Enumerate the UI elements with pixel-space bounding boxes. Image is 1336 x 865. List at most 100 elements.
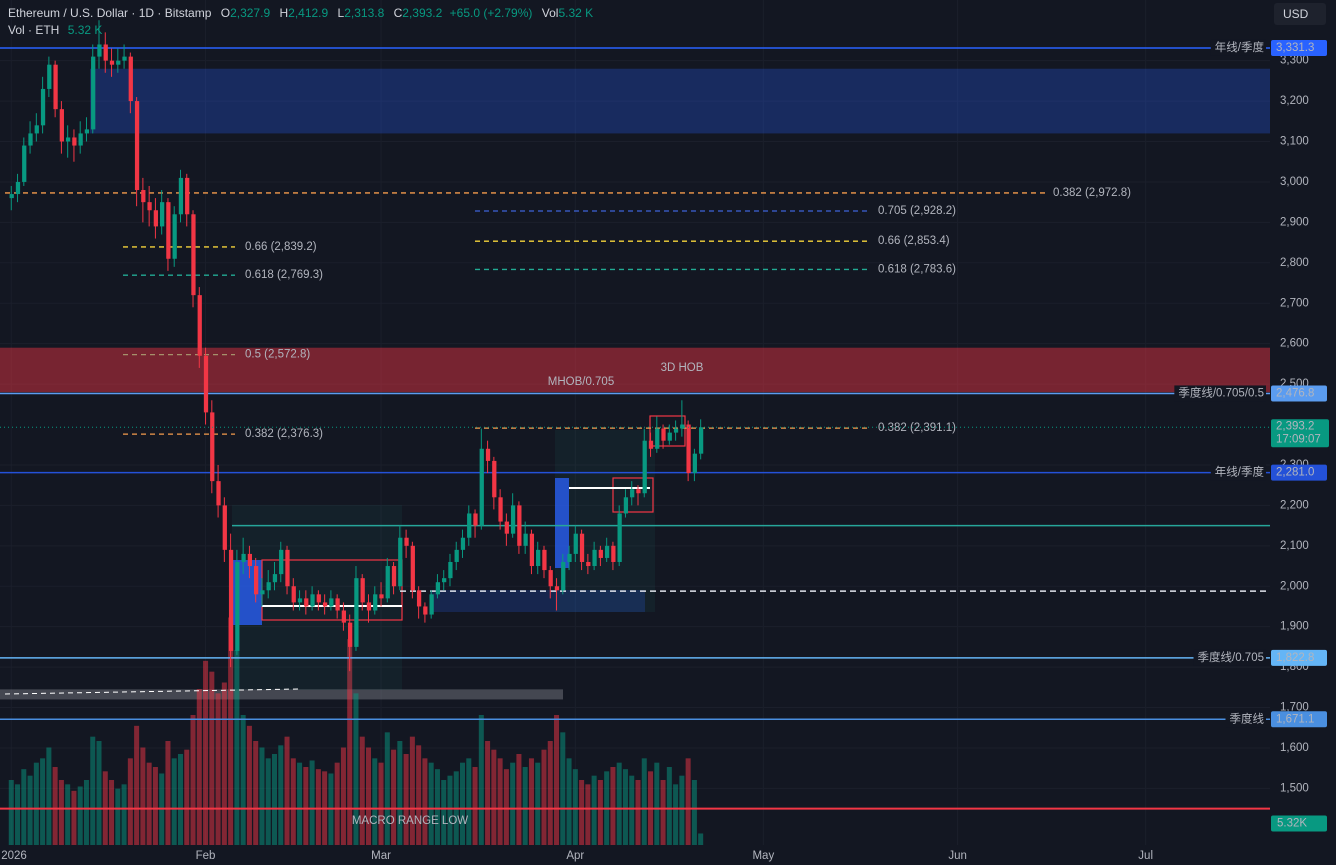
candle-body bbox=[642, 440, 647, 494]
candle-body bbox=[373, 594, 378, 611]
candle-body bbox=[567, 553, 572, 562]
volume-bar bbox=[641, 758, 647, 845]
candle-body bbox=[191, 214, 196, 296]
volume-bar bbox=[460, 762, 466, 845]
level-note-bg bbox=[1225, 711, 1266, 728]
candle-body bbox=[28, 133, 33, 146]
range-box bbox=[612, 477, 654, 513]
candle-body bbox=[116, 60, 121, 65]
volume-bar bbox=[152, 767, 158, 845]
volume-bar bbox=[240, 715, 246, 845]
candle-body bbox=[322, 602, 328, 607]
volume-bar bbox=[535, 762, 541, 845]
volume-bar bbox=[90, 736, 96, 845]
currency-button[interactable]: USD bbox=[1274, 3, 1326, 25]
field-key: O bbox=[220, 6, 231, 20]
level-label: 2,281.0 bbox=[1276, 467, 1314, 479]
x-tick-label: 2026 bbox=[1, 850, 27, 862]
candle-body bbox=[435, 582, 441, 595]
volume-bar bbox=[96, 741, 102, 845]
zone bbox=[0, 689, 563, 700]
volume-bar bbox=[259, 747, 265, 845]
volume-bar bbox=[528, 758, 534, 845]
candle-body bbox=[216, 481, 221, 506]
candle-body bbox=[172, 214, 177, 259]
volume-bar bbox=[309, 760, 315, 845]
volume-bar bbox=[315, 769, 321, 845]
volume-legend: Vol · ETH 5.32 K bbox=[8, 23, 102, 37]
change: +65.0 (+2.79%) bbox=[449, 6, 533, 20]
countdown: 17:09:07 bbox=[1276, 433, 1321, 445]
candle-body bbox=[72, 137, 77, 146]
level-note: 年线/季度 bbox=[1215, 465, 1265, 479]
volume-bar bbox=[203, 660, 209, 845]
candle-body bbox=[536, 549, 541, 567]
candle-body bbox=[661, 428, 666, 441]
volume-bar bbox=[610, 767, 616, 845]
level-box bbox=[1271, 464, 1327, 481]
volume-bar bbox=[447, 775, 453, 845]
vol-value: 5.32 K bbox=[558, 6, 594, 20]
time-axis bbox=[0, 845, 1336, 865]
volume-bar bbox=[654, 762, 660, 845]
level-box bbox=[1271, 385, 1327, 402]
fib-label: 0.66 (2,839.2) bbox=[245, 241, 317, 253]
volume-bar bbox=[409, 736, 415, 845]
level-label: 1,671.1 bbox=[1276, 713, 1314, 725]
volume-bar bbox=[127, 758, 133, 845]
volume-bar bbox=[472, 767, 478, 845]
profile-box bbox=[555, 478, 569, 568]
candle-body bbox=[492, 460, 497, 498]
volume-bar bbox=[698, 833, 704, 845]
level-note: 季度线 bbox=[1230, 711, 1265, 725]
volume-bar bbox=[685, 758, 691, 845]
candle-body bbox=[561, 561, 566, 591]
legend-row: Ethereum / U.S. Dollar · 1D · Bitstamp O… bbox=[8, 6, 593, 20]
volume-bar bbox=[522, 767, 528, 845]
candle-body bbox=[147, 202, 152, 211]
y-tick-label: 1,500 bbox=[1280, 782, 1309, 794]
field-value: 2,313.8 bbox=[344, 6, 385, 20]
zone bbox=[0, 347, 1270, 393]
level-note: 年线/季度 bbox=[1215, 40, 1265, 54]
y-tick-label: 3,100 bbox=[1280, 136, 1309, 148]
volume-bar bbox=[591, 775, 597, 845]
volume-bar bbox=[40, 758, 46, 845]
volume-bar bbox=[284, 736, 290, 845]
volume-bar bbox=[27, 775, 33, 845]
candle-body bbox=[78, 133, 83, 146]
candle-body bbox=[686, 424, 691, 474]
level-label: 3,331.3 bbox=[1276, 42, 1314, 54]
candle-body bbox=[159, 202, 165, 227]
volume-bar bbox=[434, 769, 440, 845]
candle-body bbox=[228, 549, 234, 651]
candle-body bbox=[84, 129, 90, 134]
volume-bar bbox=[554, 715, 560, 845]
volume-bar bbox=[616, 762, 622, 845]
level-note-bg bbox=[1210, 39, 1266, 56]
candle-body bbox=[335, 598, 340, 611]
volume-bar bbox=[278, 745, 284, 845]
level-label: 1,822.8 bbox=[1276, 652, 1314, 664]
y-tick-label: 2,800 bbox=[1280, 257, 1309, 269]
candle-body bbox=[692, 453, 697, 474]
candle-body bbox=[517, 505, 522, 546]
candle-body bbox=[454, 549, 459, 562]
candle-body bbox=[529, 533, 535, 567]
candle-body bbox=[680, 424, 685, 429]
candle-body bbox=[153, 210, 158, 227]
dashed-line bbox=[4, 688, 301, 695]
level-label: 2,476.8 bbox=[1276, 388, 1314, 400]
volume-bar bbox=[109, 780, 115, 845]
candle-body bbox=[141, 190, 146, 203]
last-price-box bbox=[1271, 419, 1329, 448]
candle-body bbox=[391, 566, 397, 587]
candle-body bbox=[222, 505, 227, 550]
field-key: H bbox=[279, 6, 289, 20]
volume-box bbox=[1271, 815, 1327, 832]
candle-body bbox=[316, 594, 321, 603]
volume-bar bbox=[334, 762, 340, 845]
y-tick-label: 2,600 bbox=[1280, 338, 1309, 350]
volume-bar bbox=[679, 775, 685, 845]
